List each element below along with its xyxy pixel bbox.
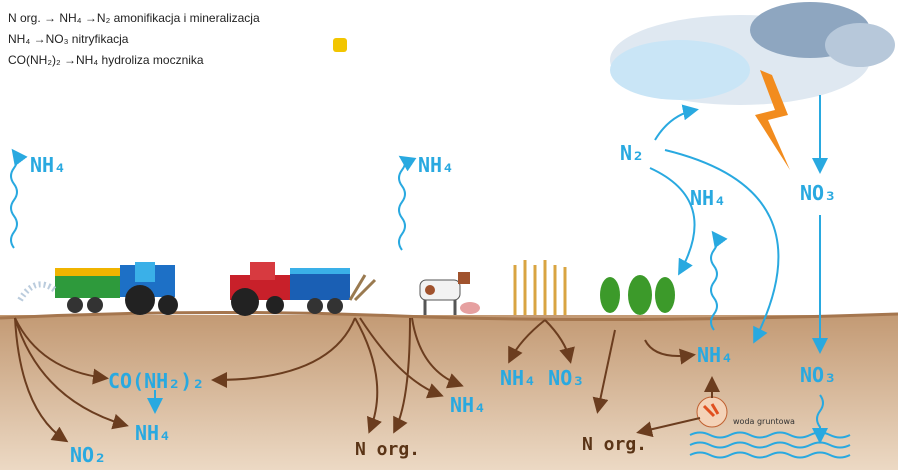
- tractor-red: [230, 262, 375, 316]
- label: NH₄: [697, 343, 733, 367]
- label: CO(NH₂)₂: [108, 369, 204, 393]
- label: NH₄ NO₃: [500, 366, 584, 390]
- label: NO₃: [800, 363, 836, 387]
- label: NH₄: [30, 153, 66, 177]
- wheat: [515, 260, 565, 315]
- tractor-green: [20, 262, 178, 315]
- label: NH₄: [690, 186, 726, 210]
- plants: [600, 275, 675, 315]
- diagram: N org. → NH₄ →N₂ amonifikacja i minerali…: [0, 0, 898, 470]
- label: NH₄: [450, 393, 486, 417]
- label: woda gruntowa: [733, 417, 795, 426]
- label: N org.: [582, 434, 647, 455]
- bacteria: [697, 397, 727, 427]
- legend-line: N org. → NH₄ →N₂ amonifikacja i minerali…: [8, 11, 260, 25]
- legend-line: NH₄ →NO₃ nitryfikacja: [8, 32, 129, 46]
- cloud: [610, 2, 895, 105]
- label: NH₄: [418, 153, 454, 177]
- icon: [333, 38, 347, 52]
- legend-line: CO(NH₂)₂ →NH₄ hydroliza mocznika: [8, 53, 204, 67]
- label: NH₄: [135, 421, 171, 445]
- label: N₂: [620, 141, 644, 165]
- label: NO₂: [70, 443, 106, 467]
- label: N org.: [355, 439, 420, 460]
- label: NO₃: [800, 181, 836, 205]
- cow: [420, 272, 480, 315]
